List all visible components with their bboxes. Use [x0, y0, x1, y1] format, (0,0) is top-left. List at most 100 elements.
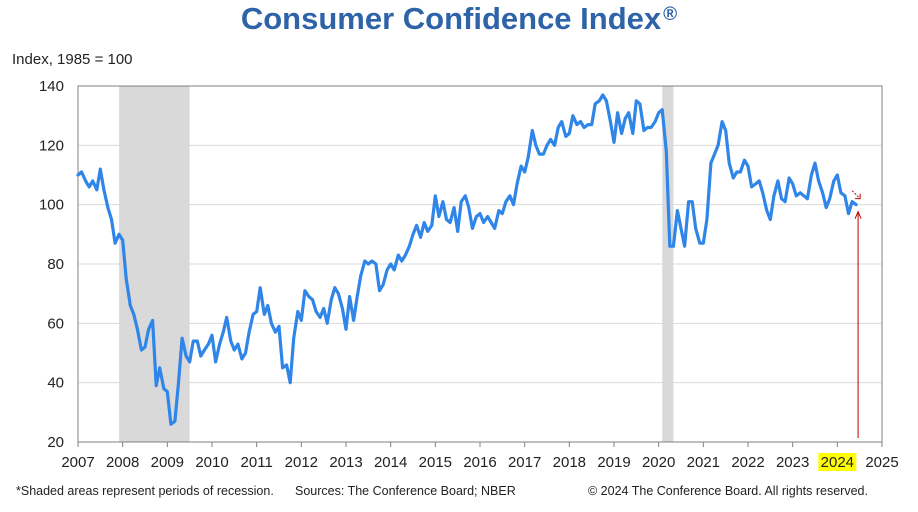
data-point	[750, 185, 753, 189]
y-axis-label: Index, 1985 = 100	[12, 51, 133, 68]
axes	[77, 85, 883, 447]
data-point	[623, 117, 627, 120]
x-tick-label: 2015	[419, 454, 452, 471]
data-point	[720, 120, 724, 123]
y-tick-label: 100	[39, 197, 64, 214]
data-point	[575, 123, 579, 126]
data-point	[158, 366, 161, 370]
data-point	[568, 132, 571, 135]
data-point	[389, 262, 392, 266]
data-point	[598, 99, 601, 103]
data-point	[173, 420, 177, 423]
data-point	[136, 328, 139, 331]
data-point	[318, 316, 322, 319]
data-point	[754, 182, 757, 186]
data-point	[303, 289, 307, 292]
data-point	[497, 209, 500, 212]
data-point	[638, 102, 642, 106]
chart-title-text: Consumer Confidence Index	[240, 1, 662, 36]
data-point	[616, 111, 619, 114]
data-point	[296, 310, 299, 313]
data-point	[590, 123, 593, 126]
x-tick-label: 2022	[731, 454, 764, 471]
annotation-small-arrow	[851, 190, 861, 200]
x-tick-label: 2021	[687, 454, 720, 471]
data-point	[631, 132, 634, 135]
data-point	[166, 390, 169, 393]
data-point	[154, 384, 158, 387]
data-point	[534, 144, 538, 147]
data-point	[311, 298, 314, 301]
data-point	[225, 316, 228, 319]
x-tick-label: 2018	[553, 454, 586, 471]
data-point	[221, 331, 225, 334]
data-point	[553, 144, 556, 147]
data-point	[549, 138, 552, 141]
data-point	[162, 387, 165, 390]
data-point	[545, 144, 549, 147]
data-point	[452, 206, 456, 209]
data-point	[702, 242, 705, 245]
data-point	[247, 331, 251, 334]
data-point	[87, 185, 91, 189]
data-point	[374, 262, 378, 266]
data-point	[493, 227, 496, 230]
data-point	[642, 129, 646, 132]
data-point	[739, 170, 742, 174]
data-point	[594, 102, 597, 106]
y-tick-labels: 20 40 60 80 100 120 140	[39, 78, 64, 451]
data-point	[609, 120, 612, 123]
data-point	[326, 322, 329, 325]
data-point	[679, 227, 683, 230]
data-point	[385, 268, 389, 272]
data-point	[531, 129, 534, 132]
data-point	[404, 253, 407, 257]
y-tick-label: 80	[47, 256, 64, 273]
y-tick-label: 60	[47, 315, 64, 332]
data-point	[709, 161, 713, 165]
data-point	[348, 295, 351, 298]
data-point	[668, 245, 672, 248]
data-point	[263, 313, 266, 316]
annotations	[851, 190, 862, 438]
data-point	[787, 176, 791, 180]
data-point	[802, 194, 806, 197]
y-tick-label: 20	[47, 434, 64, 451]
data-point	[352, 319, 355, 322]
data-point	[471, 227, 474, 230]
data-point	[683, 245, 686, 248]
data-point	[210, 334, 214, 337]
data-point	[99, 167, 102, 171]
data-point	[422, 221, 426, 224]
x-tick-label: 2017	[508, 454, 541, 471]
x-tick-label: 2019	[597, 454, 630, 471]
data-point	[359, 274, 362, 278]
registered-mark: ®	[663, 4, 678, 25]
data-point	[95, 188, 98, 192]
data-point	[486, 215, 489, 218]
data-point	[140, 348, 143, 352]
data-point	[657, 111, 660, 114]
data-point	[746, 164, 750, 168]
data-point	[207, 342, 210, 346]
data-point	[259, 286, 262, 289]
data-point	[475, 215, 478, 218]
data-point	[783, 200, 787, 203]
data-point	[300, 319, 303, 322]
data-point	[772, 194, 776, 197]
data-point	[605, 99, 608, 103]
data-point	[586, 123, 590, 126]
data-point	[769, 218, 772, 221]
x-tick-label: 2016	[463, 454, 496, 471]
data-point	[582, 126, 586, 129]
data-point	[121, 239, 124, 242]
data-point	[661, 108, 664, 111]
series-lines	[76, 93, 858, 426]
data-point	[508, 194, 512, 197]
data-point	[434, 194, 437, 197]
y-tick-label: 120	[39, 137, 64, 154]
data-point	[147, 328, 150, 331]
data-point	[307, 295, 311, 298]
data-point	[571, 114, 575, 117]
data-point	[542, 153, 545, 156]
